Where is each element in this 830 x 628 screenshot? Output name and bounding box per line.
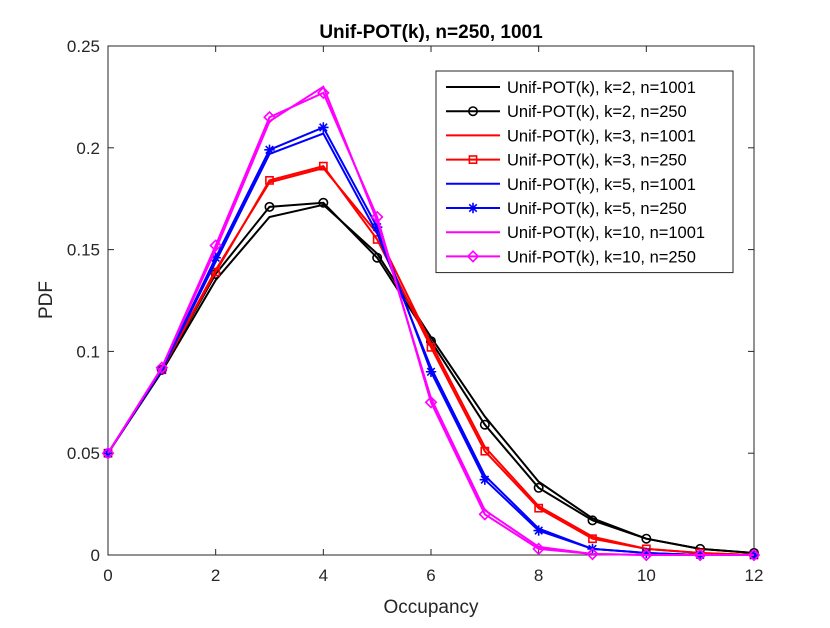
data-point bbox=[318, 161, 328, 171]
legend-item: Unif-POT(k), k=2, n=250 bbox=[446, 103, 687, 121]
data-point bbox=[747, 548, 761, 562]
data-point bbox=[588, 534, 597, 544]
data-point bbox=[318, 197, 329, 208]
x-axis-label: Occupancy bbox=[383, 597, 479, 618]
data-point bbox=[210, 252, 221, 263]
data-point bbox=[265, 175, 274, 185]
data-point bbox=[370, 210, 384, 224]
data-point bbox=[425, 366, 437, 377]
legend-box bbox=[435, 70, 734, 274]
data-point bbox=[641, 533, 652, 544]
data-point bbox=[532, 542, 545, 556]
legend-label: Unif-POT(k), k=5, n=250 bbox=[507, 200, 687, 218]
legend-item: Unif-POT(k), k=5, n=250 bbox=[446, 200, 687, 218]
y-tick-label: 0.2 bbox=[76, 139, 100, 158]
legend-item: Unif-POT(k), k=2, n=1001 bbox=[446, 79, 696, 97]
data-point bbox=[641, 547, 652, 559]
data-point bbox=[533, 482, 544, 493]
x-tick-label: 12 bbox=[745, 566, 764, 585]
y-tick-label: 0.25 bbox=[67, 37, 100, 56]
y-tick-label: 0.1 bbox=[76, 342, 100, 361]
x-tick-label: 6 bbox=[426, 566, 435, 585]
data-point bbox=[264, 201, 275, 212]
data-point bbox=[156, 364, 168, 375]
legend-label: Unif-POT(k), k=2, n=250 bbox=[507, 103, 687, 121]
legend-marker bbox=[467, 106, 478, 117]
legend-item: Unif-POT(k), k=10, n=250 bbox=[446, 248, 696, 266]
legend-label: Unif-POT(k), k=3, n=1001 bbox=[507, 127, 696, 145]
data-point bbox=[263, 110, 276, 124]
data-point bbox=[479, 419, 490, 430]
legend-label: Unif-POT(k), k=5, n=1001 bbox=[507, 176, 696, 194]
data-point bbox=[317, 86, 330, 100]
data-point bbox=[533, 525, 544, 536]
legend-item: Unif-POT(k), k=10, n=1001 bbox=[446, 224, 705, 242]
legend-label: Unif-POT(k), k=2, n=1001 bbox=[507, 79, 696, 97]
data-point bbox=[640, 548, 653, 562]
legend-item: Unif-POT(k), k=5, n=1001 bbox=[446, 176, 696, 194]
data-point bbox=[318, 122, 329, 133]
series-7 bbox=[101, 86, 761, 562]
y-axis-label: PDF bbox=[36, 281, 57, 319]
legend-item: Unif-POT(k), k=3, n=1001 bbox=[446, 127, 696, 145]
data-point bbox=[264, 144, 275, 156]
data-point bbox=[534, 503, 544, 513]
x-tick-label: 10 bbox=[637, 566, 656, 585]
legend-marker bbox=[468, 155, 478, 164]
data-point bbox=[101, 446, 115, 460]
legend-label: Unif-POT(k), k=10, n=250 bbox=[507, 248, 696, 266]
data-point bbox=[424, 395, 438, 409]
legend: Unif-POT(k), k=2, n=1001 Unif-POT(k), k=2… bbox=[435, 70, 734, 274]
x-tick-label: 0 bbox=[103, 566, 112, 585]
y-tick-label: 0.05 bbox=[67, 444, 100, 463]
legend-label: Unif-POT(k), k=10, n=1001 bbox=[507, 224, 705, 242]
data-point bbox=[587, 515, 598, 526]
series-line bbox=[107, 91, 754, 556]
series-group bbox=[101, 85, 761, 562]
legend-marker bbox=[466, 250, 480, 263]
legend-marker bbox=[467, 202, 479, 214]
y-tick-label: 0 bbox=[91, 546, 100, 565]
legend-item: Unif-POT(k), k=3, n=250 bbox=[446, 152, 687, 170]
data-point bbox=[211, 267, 221, 277]
x-tick-label: 8 bbox=[534, 566, 543, 585]
data-point bbox=[693, 548, 707, 562]
data-point bbox=[209, 239, 222, 252]
y-tick-label: 0.15 bbox=[67, 241, 100, 260]
x-tick-label: 2 bbox=[211, 566, 220, 585]
data-point bbox=[480, 446, 490, 456]
data-point bbox=[478, 507, 492, 521]
data-point bbox=[155, 361, 169, 375]
data-point bbox=[372, 252, 383, 263]
legend-label: Unif-POT(k), k=3, n=250 bbox=[507, 152, 687, 170]
data-point bbox=[586, 547, 599, 561]
data-point bbox=[426, 342, 436, 352]
x-tick-label: 4 bbox=[319, 566, 328, 585]
data-point bbox=[371, 222, 383, 233]
data-point bbox=[479, 474, 491, 485]
chart-title: Unif-POT(k), n=250, 1001 bbox=[319, 22, 543, 43]
